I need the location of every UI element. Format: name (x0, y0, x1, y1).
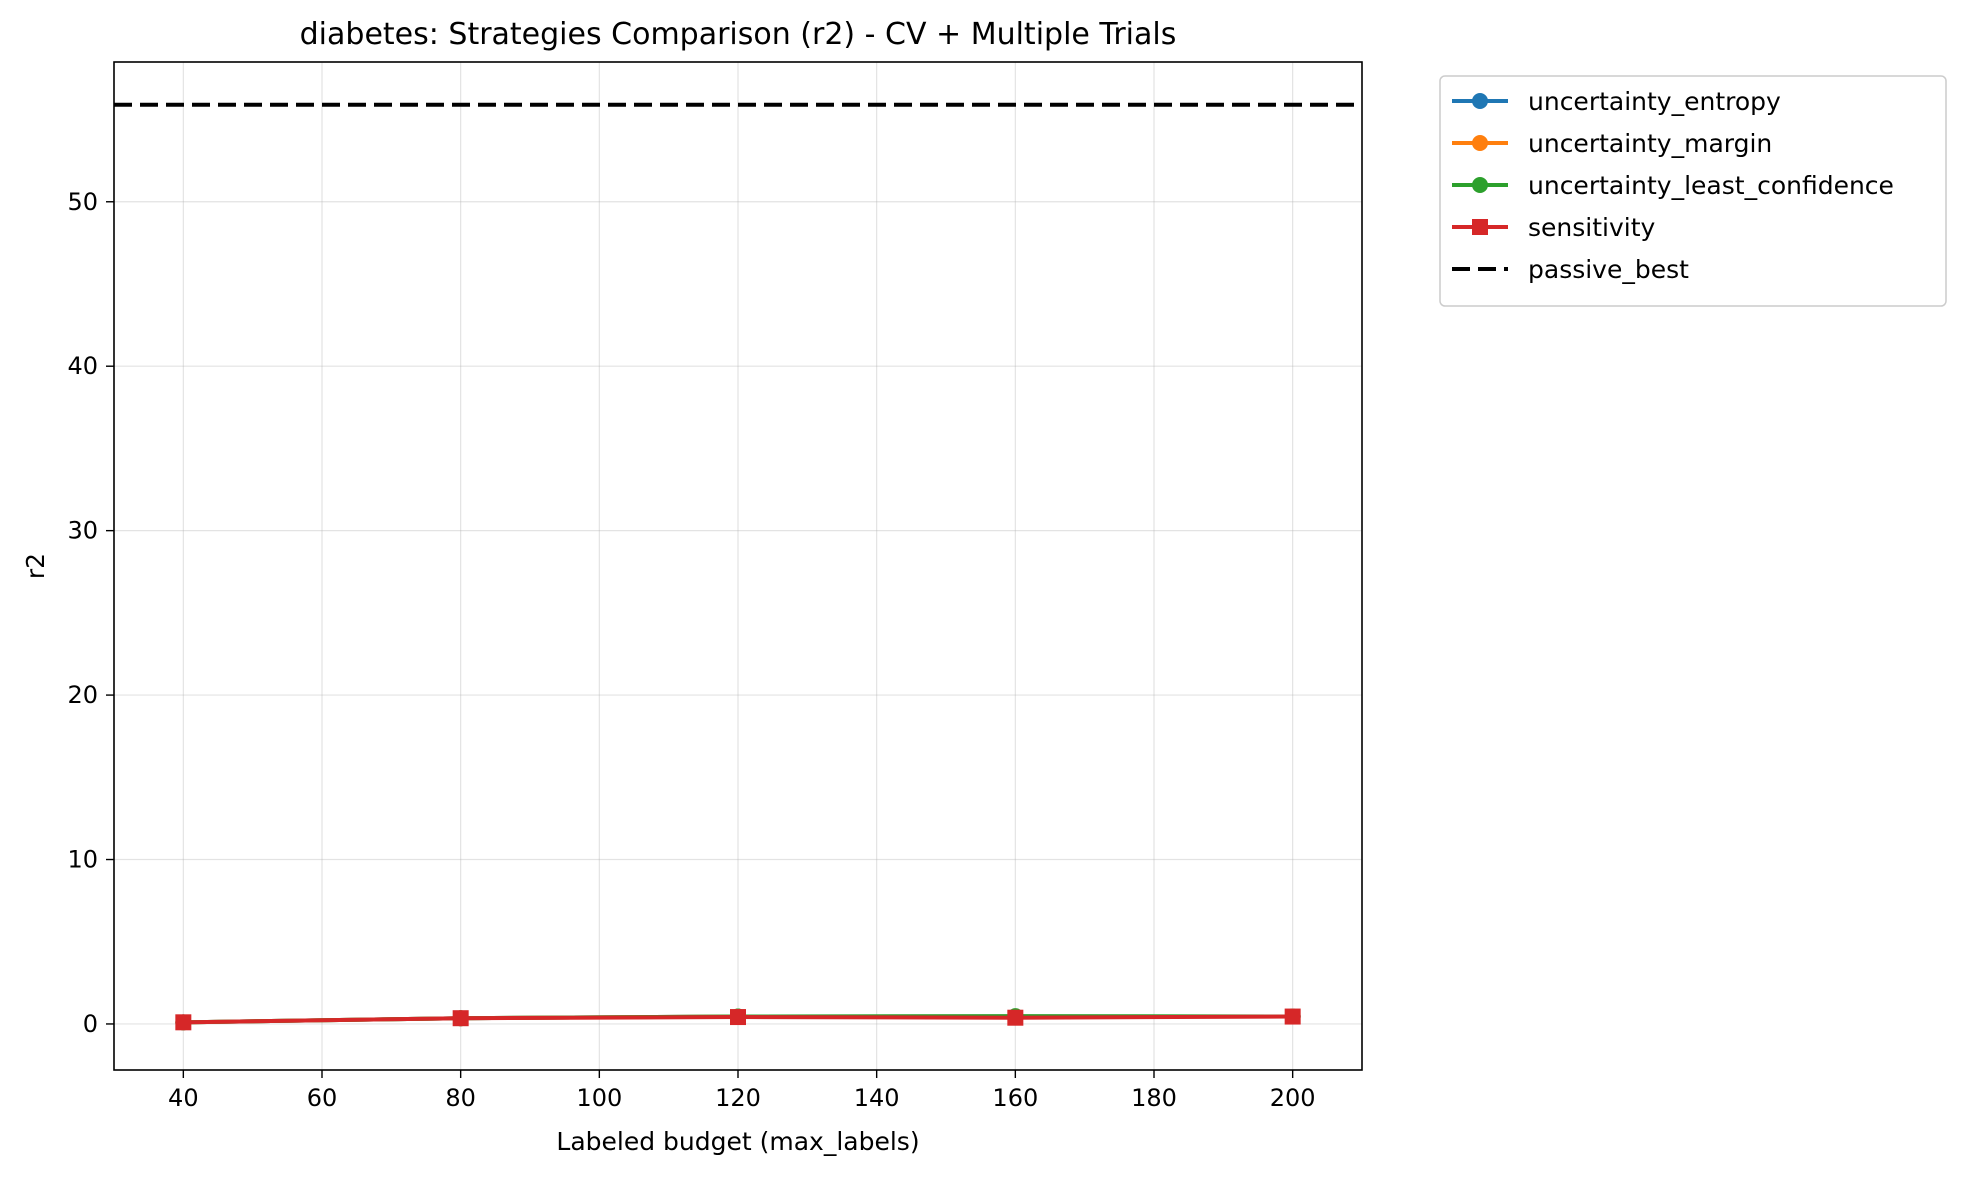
y-axis: 0 10 20 30 40 50 (67, 188, 114, 1038)
data-point-sensitivity (452, 1010, 469, 1027)
y-tick-label: 50 (67, 188, 98, 216)
plot-area (114, 102, 1362, 1031)
y-axis-label: r2 (21, 553, 50, 579)
legend-box (1439, 75, 1947, 307)
x-tick-label: 100 (576, 1084, 622, 1112)
legend-swatch-marker (1472, 219, 1488, 235)
legend-label: passive_best (1528, 255, 1689, 284)
x-tick-label: 40 (168, 1084, 199, 1112)
chart-title: diabetes: Strategies Comparison (r2) - C… (300, 17, 1177, 52)
y-tick-label: 10 (67, 846, 98, 874)
y-tick-label: 20 (67, 681, 98, 709)
x-tick-label: 80 (445, 1084, 476, 1112)
legend-swatch-marker (1472, 177, 1488, 193)
y-tick-label: 40 (67, 352, 98, 380)
legend-swatch-marker (1472, 93, 1488, 109)
y-tick-label: 30 (67, 517, 98, 545)
legend: uncertainty_entropy uncertainty_marginunc… (1439, 75, 1947, 307)
legend-label: uncertainty_margin (1528, 129, 1772, 158)
x-tick-label: 200 (1270, 1084, 1316, 1112)
x-tick-label: 180 (1131, 1084, 1177, 1112)
legend-label: sensitivity (1528, 213, 1656, 242)
legend-swatch-marker (1472, 135, 1488, 151)
legend-label: uncertainty_least_confidence (1528, 171, 1894, 200)
data-point-sensitivity (1284, 1008, 1301, 1025)
x-tick-label: 160 (992, 1084, 1038, 1112)
x-axis: 40 60 80 100 120 140 160 180 200 (168, 1070, 1316, 1112)
y-tick-label: 0 (83, 1010, 98, 1038)
data-point-sensitivity (175, 1014, 192, 1031)
x-tick-label: 120 (715, 1084, 761, 1112)
x-axis-label: Labeled budget (max_labels) (556, 1127, 919, 1156)
legend-label: uncertainty_entropy (1528, 87, 1781, 116)
x-tick-label: 60 (307, 1084, 338, 1112)
data-point-sensitivity (730, 1009, 746, 1026)
data-point-sensitivity (1007, 1009, 1024, 1026)
x-tick-label: 140 (854, 1084, 900, 1112)
